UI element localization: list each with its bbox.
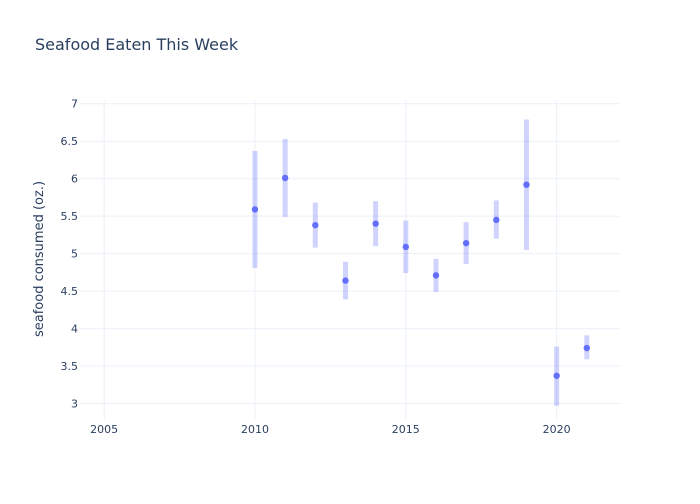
data-point[interactable] xyxy=(281,174,289,182)
y-tick-label: 6.5 xyxy=(61,135,79,148)
y-tick-label: 4.5 xyxy=(61,285,79,298)
x-tick-label: 2010 xyxy=(241,423,269,436)
data-point[interactable] xyxy=(251,206,259,213)
data-point[interactable] xyxy=(372,220,379,227)
data-point[interactable] xyxy=(342,277,349,284)
y-tick-label: 3.5 xyxy=(61,360,79,373)
y-tick-label: 5.5 xyxy=(61,210,79,223)
data-point[interactable] xyxy=(523,181,530,188)
y-tick-label: 4 xyxy=(71,323,78,336)
x-tick-label: 2020 xyxy=(543,423,571,436)
y-tick-label: 3 xyxy=(71,398,78,411)
y-tick-labels: 3 3.5 4 4.5 5 5.5 6 6.5 7 xyxy=(61,98,79,411)
y-tick-label: 5 xyxy=(71,248,78,261)
x-tick-label: 2005 xyxy=(90,423,118,436)
x-tick-label: 2015 xyxy=(392,423,420,436)
y-axis-title: seafood consumed (oz.) xyxy=(32,181,47,337)
data-point[interactable] xyxy=(312,221,319,229)
data-point[interactable] xyxy=(402,243,410,251)
y-tick-label: 6 xyxy=(71,173,78,186)
data-point[interactable] xyxy=(493,216,500,224)
data-point[interactable] xyxy=(553,372,560,379)
x-tick-labels: 2005 2010 2015 2020 xyxy=(90,423,571,436)
y-tick-label: 7 xyxy=(71,98,78,111)
grid-layer xyxy=(80,100,620,420)
data-point[interactable] xyxy=(462,239,470,247)
data-point[interactable] xyxy=(432,272,440,279)
chart-title: Seafood Eaten This Week xyxy=(35,35,239,54)
data-point[interactable] xyxy=(583,344,591,352)
data-point-layer xyxy=(251,174,591,379)
